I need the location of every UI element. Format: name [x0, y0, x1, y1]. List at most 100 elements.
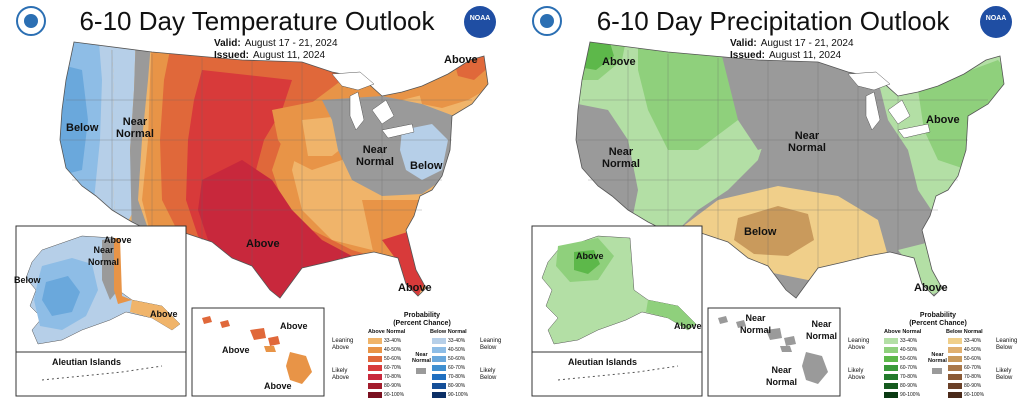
legend-swatch-below-6	[432, 392, 446, 398]
legend-range-below-2: 50-60%	[964, 356, 982, 362]
temperature-legend: Probability (Percent Chance) Above Norma…	[332, 310, 512, 400]
temperature-dates: Valid: August 17 - 21, 2024 Issued: August…	[214, 38, 338, 62]
label-ak-near: Near Normal	[88, 245, 120, 267]
label-aleutian: Aleutian Islands	[52, 357, 122, 367]
legend-range-below-4: 70-80%	[964, 374, 982, 380]
legend-range-below-5: 80-90%	[448, 383, 466, 389]
legend-swatch-below-4	[432, 374, 446, 380]
issued-label: Issued:	[214, 50, 250, 61]
legend-leaning-below: Leaning Below	[996, 338, 1018, 351]
legend-range-above-0: 33-40%	[900, 338, 918, 344]
legend-near-swatch	[416, 368, 426, 374]
region-below-east	[400, 124, 448, 180]
legend-range-above-6: 90-100%	[900, 392, 921, 398]
legend-swatch-below-1	[948, 347, 962, 353]
legend-leaning-above: Leaning Above	[332, 338, 354, 351]
legend-range-above-2: 50-60%	[384, 356, 402, 362]
legend-swatch-above-6	[368, 392, 382, 398]
label-above-south: Above	[246, 238, 280, 250]
label-ak-above-se: Above	[674, 321, 702, 331]
label-below-south: Below	[744, 226, 777, 238]
legend-range-above-5: 80-90%	[900, 383, 918, 389]
temperature-map	[15, 41, 489, 397]
legend-swatch-above-3	[368, 365, 382, 371]
legend-swatch-below-3	[432, 365, 446, 371]
valid-value: August 17 - 21, 2024	[244, 38, 338, 49]
valid-value: August 17 - 21, 2024	[760, 38, 854, 49]
legend-header-above: Above Normal	[884, 329, 922, 335]
legend-swatch-below-5	[948, 383, 962, 389]
label-above-fl: Above	[398, 282, 432, 294]
legend-title: Probability (Percent Chance)	[909, 312, 967, 327]
temperature-title: 6-10 Day Temperature Outlook	[79, 6, 435, 36]
precipitation-title: 6-10 Day Precipitation Outlook	[596, 6, 950, 36]
label-hi-above-1: Above	[280, 321, 308, 331]
legend-swatch-above-1	[368, 347, 382, 353]
legend-range-below-0: 33-40%	[964, 338, 982, 344]
legend-header-below: Below Normal	[946, 329, 983, 335]
legend-swatch-above-0	[884, 338, 898, 344]
label-hi-near-2: Near Normal	[806, 319, 838, 341]
legend-near-normal: Near Normal	[928, 352, 947, 364]
legend-range-below-2: 50-60%	[448, 356, 466, 362]
valid-label: Valid:	[214, 38, 241, 49]
legend-likely-below: Likely Below	[480, 368, 497, 381]
label-above-nw: Above	[602, 56, 636, 68]
precipitation-map	[531, 41, 1005, 397]
legend-range-above-6: 90-100%	[384, 392, 405, 398]
legend-range-above-2: 50-60%	[900, 356, 918, 362]
legend-swatch-above-5	[884, 383, 898, 389]
legend-swatch-above-1	[884, 347, 898, 353]
legend-swatch-above-6	[884, 392, 898, 398]
legend-range-below-4: 70-80%	[448, 374, 466, 380]
temperature-outlook-panel: NOAA 6-10 Day Temperature Outlook Valid:…	[2, 0, 512, 400]
label-ak-above: Above	[104, 235, 132, 245]
legend-swatch-above-2	[884, 356, 898, 362]
hawaii-inset	[707, 307, 841, 397]
legend-swatch-below-2	[948, 356, 962, 362]
legend-range-below-6: 90-100%	[448, 392, 469, 398]
legend-header-above: Above Normal	[368, 329, 406, 335]
legend-swatch-below-1	[432, 347, 446, 353]
label-near-east: Near Normal	[356, 144, 394, 168]
legend-likely-below: Likely Below	[996, 368, 1013, 381]
legend-swatch-below-5	[432, 383, 446, 389]
label-ak-above-se: Above	[150, 309, 178, 319]
label-hi-near-1: Near Normal	[740, 313, 772, 335]
label-ak-above: Above	[576, 251, 604, 261]
legend-range-below-1: 40-50%	[964, 347, 982, 353]
legend-swatch-above-2	[368, 356, 382, 362]
label-aleutian: Aleutian Islands	[568, 357, 638, 367]
legend-swatch-below-3	[948, 365, 962, 371]
legend-leaning-above: Leaning Above	[848, 338, 870, 351]
issued-label: Issued:	[730, 50, 766, 61]
legend-range-above-1: 40-50%	[900, 347, 918, 353]
label-above-ne: Above	[444, 54, 478, 66]
legend-likely-above: Likely Above	[332, 368, 350, 381]
legend-swatch-above-0	[368, 338, 382, 344]
label-below-west: Below	[66, 122, 99, 134]
region-near-west	[130, 42, 152, 240]
label-hi-above-2: Above	[222, 345, 250, 355]
commerce-department-logo	[16, 6, 46, 36]
legend-range-below-3: 60-70%	[964, 365, 982, 371]
legend-swatch-above-5	[368, 383, 382, 389]
issued-value: August 11, 2024	[253, 50, 326, 61]
legend-likely-above: Likely Above	[848, 368, 866, 381]
legend-range-below-1: 40-50%	[448, 347, 466, 353]
precipitation-legend: Probability (Percent Chance) Above Norma…	[848, 310, 1028, 400]
label-below-east: Below	[410, 160, 443, 172]
label-near-west: Near Normal	[116, 116, 154, 140]
alaska-inset	[15, 225, 187, 397]
label-hi-near-3: Near Normal	[766, 365, 798, 387]
region-below-50	[60, 60, 88, 180]
noaa-logo: NOAA	[980, 6, 1012, 38]
legend-title: Probability (Percent Chance)	[393, 312, 451, 327]
legend-range-above-4: 70-80%	[384, 374, 402, 380]
legend-range-above-3: 60-70%	[384, 365, 402, 371]
legend-range-above-0: 33-40%	[384, 338, 402, 344]
legend-range-above-1: 40-50%	[384, 347, 402, 353]
legend-range-above-3: 60-70%	[900, 365, 918, 371]
legend-swatch-below-6	[948, 392, 962, 398]
precipitation-dates: Valid: August 17 - 21, 2024 Issued: August…	[730, 38, 854, 62]
